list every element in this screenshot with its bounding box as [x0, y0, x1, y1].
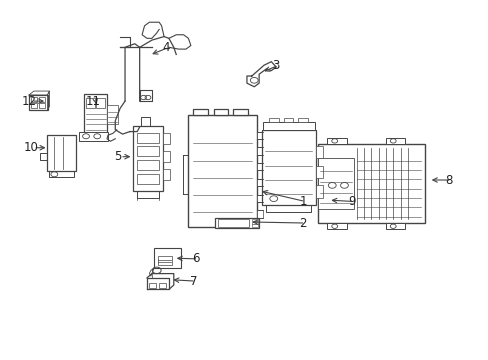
- Bar: [256, 163, 262, 170]
- Bar: [133, 126, 162, 191]
- Bar: [385, 223, 405, 229]
- Bar: [251, 219, 257, 221]
- Bar: [47, 135, 76, 171]
- Bar: [137, 146, 158, 156]
- Bar: [261, 130, 316, 205]
- Bar: [96, 98, 105, 108]
- Text: 4: 4: [163, 41, 170, 54]
- Bar: [29, 95, 47, 110]
- Bar: [316, 146, 323, 158]
- Bar: [317, 144, 424, 223]
- Text: 10: 10: [23, 141, 38, 154]
- Bar: [268, 118, 278, 122]
- Bar: [316, 166, 323, 178]
- Bar: [85, 98, 95, 108]
- Bar: [327, 223, 346, 229]
- Text: 12: 12: [21, 95, 37, 108]
- Bar: [79, 132, 108, 140]
- Text: 3: 3: [272, 59, 279, 72]
- Bar: [83, 94, 107, 134]
- Bar: [256, 179, 262, 186]
- Text: 7: 7: [189, 275, 197, 288]
- Bar: [215, 218, 259, 228]
- Bar: [137, 133, 158, 143]
- Bar: [256, 147, 262, 154]
- Bar: [193, 109, 207, 116]
- Bar: [263, 122, 314, 130]
- Bar: [251, 222, 257, 224]
- Bar: [385, 138, 405, 144]
- Bar: [213, 109, 228, 116]
- Text: 6: 6: [192, 252, 199, 265]
- Bar: [158, 256, 172, 265]
- Bar: [162, 169, 169, 180]
- Bar: [149, 283, 156, 288]
- Text: 11: 11: [86, 95, 101, 108]
- Bar: [298, 118, 307, 122]
- Text: 1: 1: [299, 195, 306, 208]
- Bar: [31, 97, 37, 102]
- Bar: [233, 109, 247, 116]
- Bar: [283, 118, 293, 122]
- Bar: [31, 103, 37, 108]
- Text: 8: 8: [445, 174, 452, 186]
- Bar: [256, 195, 262, 202]
- Bar: [162, 151, 169, 162]
- Bar: [316, 185, 323, 198]
- Bar: [317, 158, 353, 209]
- Bar: [217, 219, 249, 227]
- Bar: [39, 97, 44, 102]
- Bar: [154, 248, 181, 268]
- Bar: [39, 103, 44, 108]
- Bar: [188, 116, 256, 226]
- Bar: [256, 211, 262, 218]
- Bar: [327, 138, 346, 144]
- Bar: [162, 134, 169, 144]
- Bar: [137, 160, 158, 170]
- Text: 2: 2: [299, 216, 306, 230]
- Polygon shape: [246, 62, 276, 87]
- Text: 5: 5: [114, 150, 121, 163]
- Text: 9: 9: [347, 195, 355, 208]
- Bar: [256, 132, 262, 139]
- Bar: [158, 283, 165, 288]
- Bar: [137, 174, 158, 184]
- Bar: [251, 225, 257, 226]
- Bar: [107, 105, 118, 125]
